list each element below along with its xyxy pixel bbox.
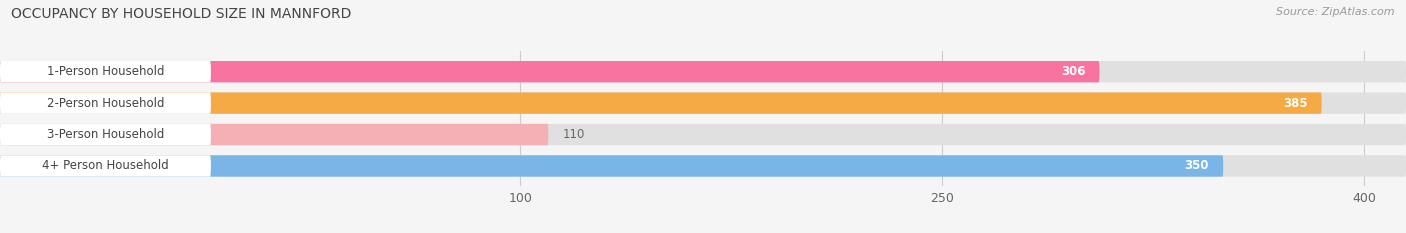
- FancyBboxPatch shape: [0, 124, 211, 145]
- Text: 3-Person Household: 3-Person Household: [46, 128, 165, 141]
- FancyBboxPatch shape: [0, 155, 211, 177]
- FancyBboxPatch shape: [0, 93, 1322, 114]
- FancyBboxPatch shape: [0, 61, 1406, 82]
- FancyBboxPatch shape: [0, 61, 1099, 82]
- FancyBboxPatch shape: [0, 155, 1223, 177]
- FancyBboxPatch shape: [0, 155, 1406, 177]
- Text: 4+ Person Household: 4+ Person Household: [42, 159, 169, 172]
- FancyBboxPatch shape: [0, 93, 1406, 114]
- Text: 350: 350: [1185, 159, 1209, 172]
- Text: 385: 385: [1282, 97, 1308, 110]
- FancyBboxPatch shape: [0, 93, 211, 114]
- FancyBboxPatch shape: [0, 124, 548, 145]
- Text: 110: 110: [562, 128, 585, 141]
- Text: 306: 306: [1062, 65, 1085, 78]
- FancyBboxPatch shape: [0, 124, 1406, 145]
- Text: 2-Person Household: 2-Person Household: [46, 97, 165, 110]
- Text: 1-Person Household: 1-Person Household: [46, 65, 165, 78]
- Text: OCCUPANCY BY HOUSEHOLD SIZE IN MANNFORD: OCCUPANCY BY HOUSEHOLD SIZE IN MANNFORD: [11, 7, 352, 21]
- FancyBboxPatch shape: [0, 61, 211, 82]
- Text: Source: ZipAtlas.com: Source: ZipAtlas.com: [1277, 7, 1395, 17]
